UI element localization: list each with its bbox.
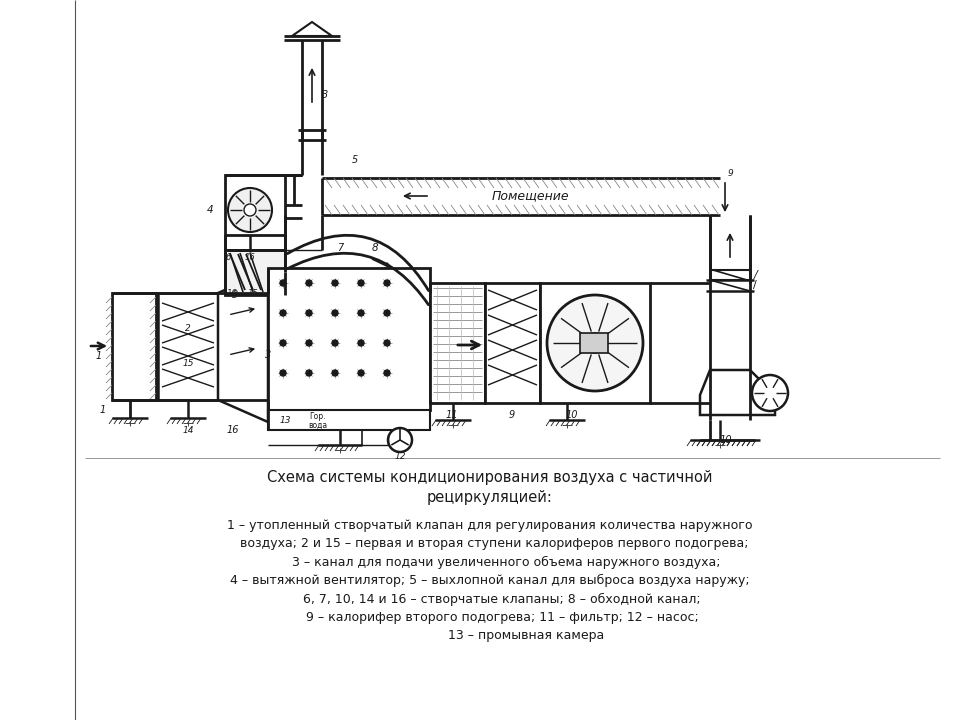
Text: 15: 15 — [182, 359, 194, 367]
Polygon shape — [292, 22, 332, 36]
Text: 2: 2 — [185, 323, 191, 333]
Bar — [268, 410, 430, 430]
Circle shape — [332, 340, 338, 346]
Circle shape — [358, 340, 364, 346]
Circle shape — [306, 340, 312, 346]
Bar — [580, 333, 608, 353]
Circle shape — [384, 370, 390, 376]
Text: 4: 4 — [206, 205, 213, 215]
Text: 14: 14 — [182, 426, 194, 434]
Text: /: / — [754, 280, 756, 290]
Bar — [485, 283, 540, 403]
Text: /: / — [755, 270, 757, 280]
FancyArrowPatch shape — [287, 253, 428, 305]
Text: Гор.: Гор. — [310, 412, 326, 420]
Circle shape — [358, 280, 364, 286]
Text: Схема системы кондиционирования воздуха с частичной: Схема системы кондиционирования воздуха … — [267, 469, 712, 485]
Circle shape — [306, 280, 312, 286]
Circle shape — [280, 370, 286, 376]
Text: 11: 11 — [445, 410, 458, 420]
Text: 9 – калорифер второго подогрева; 11 – фильтр; 12 – насос;: 9 – калорифер второго подогрева; 11 – фи… — [281, 611, 698, 624]
Text: 3: 3 — [265, 350, 271, 360]
Text: вода: вода — [308, 420, 327, 430]
Text: 16: 16 — [227, 425, 239, 435]
Bar — [225, 175, 285, 235]
Text: 6, 7, 10, 14 и 16 – створчатые клапаны; 8 – обходной канал;: 6, 7, 10, 14 и 16 – створчатые клапаны; … — [279, 593, 701, 606]
Circle shape — [358, 310, 364, 316]
Circle shape — [332, 370, 338, 376]
Bar — [158, 293, 218, 400]
Circle shape — [547, 295, 643, 391]
Circle shape — [280, 310, 286, 316]
Circle shape — [332, 280, 338, 286]
Text: 9: 9 — [509, 410, 516, 420]
Text: 3: 3 — [322, 90, 328, 100]
Text: 13 – промывная камера: 13 – промывная камера — [376, 629, 604, 642]
Text: 7: 7 — [337, 243, 343, 253]
Bar — [540, 283, 650, 403]
Text: 10: 10 — [720, 435, 732, 445]
Circle shape — [752, 375, 788, 411]
Polygon shape — [700, 370, 775, 415]
Circle shape — [384, 310, 390, 316]
Text: 8: 8 — [372, 243, 378, 253]
Circle shape — [306, 310, 312, 316]
Text: воздуха; 2 и 15 – первая и вторая ступени калориферов первого подогрева;: воздуха; 2 и 15 – первая и вторая ступен… — [231, 537, 748, 550]
Circle shape — [388, 428, 412, 452]
Text: 9: 9 — [727, 168, 732, 178]
Bar — [430, 283, 485, 403]
Text: 1 – утопленный створчатый клапан для регулирования количества наружного: 1 – утопленный створчатый клапан для рег… — [228, 518, 753, 531]
Text: рециркуляцией:: рециркуляцией: — [427, 490, 553, 505]
Text: 16: 16 — [227, 289, 237, 297]
Bar — [268, 268, 430, 410]
Text: 1: 1 — [100, 405, 107, 415]
Text: 3 – канал для подачи увеличенного объема наружного воздуха;: 3 – канал для подачи увеличенного объема… — [260, 555, 720, 569]
Text: 15: 15 — [248, 289, 258, 297]
Circle shape — [306, 370, 312, 376]
Circle shape — [585, 333, 605, 353]
Text: 1: 1 — [96, 351, 102, 361]
Bar — [225, 250, 285, 295]
Text: Помещение: Помещение — [492, 189, 569, 202]
Circle shape — [280, 280, 286, 286]
Circle shape — [384, 280, 390, 286]
Circle shape — [228, 188, 272, 232]
Circle shape — [332, 310, 338, 316]
Text: 12: 12 — [395, 451, 406, 461]
Text: 4 – вытяжной вентилятор; 5 – выхлопной канал для выброса воздуха наружу;: 4 – вытяжной вентилятор; 5 – выхлопной к… — [230, 574, 750, 587]
Text: 6: 6 — [226, 253, 230, 261]
Circle shape — [244, 204, 256, 216]
Polygon shape — [218, 271, 268, 422]
Bar — [112, 293, 156, 400]
Text: 10: 10 — [565, 410, 578, 420]
Circle shape — [384, 340, 390, 346]
Text: 3: 3 — [232, 290, 238, 300]
Circle shape — [280, 340, 286, 346]
FancyArrowPatch shape — [287, 235, 428, 291]
Text: 13: 13 — [279, 415, 291, 425]
Text: 16: 16 — [245, 253, 255, 261]
Circle shape — [358, 370, 364, 376]
Text: 5: 5 — [352, 155, 358, 165]
